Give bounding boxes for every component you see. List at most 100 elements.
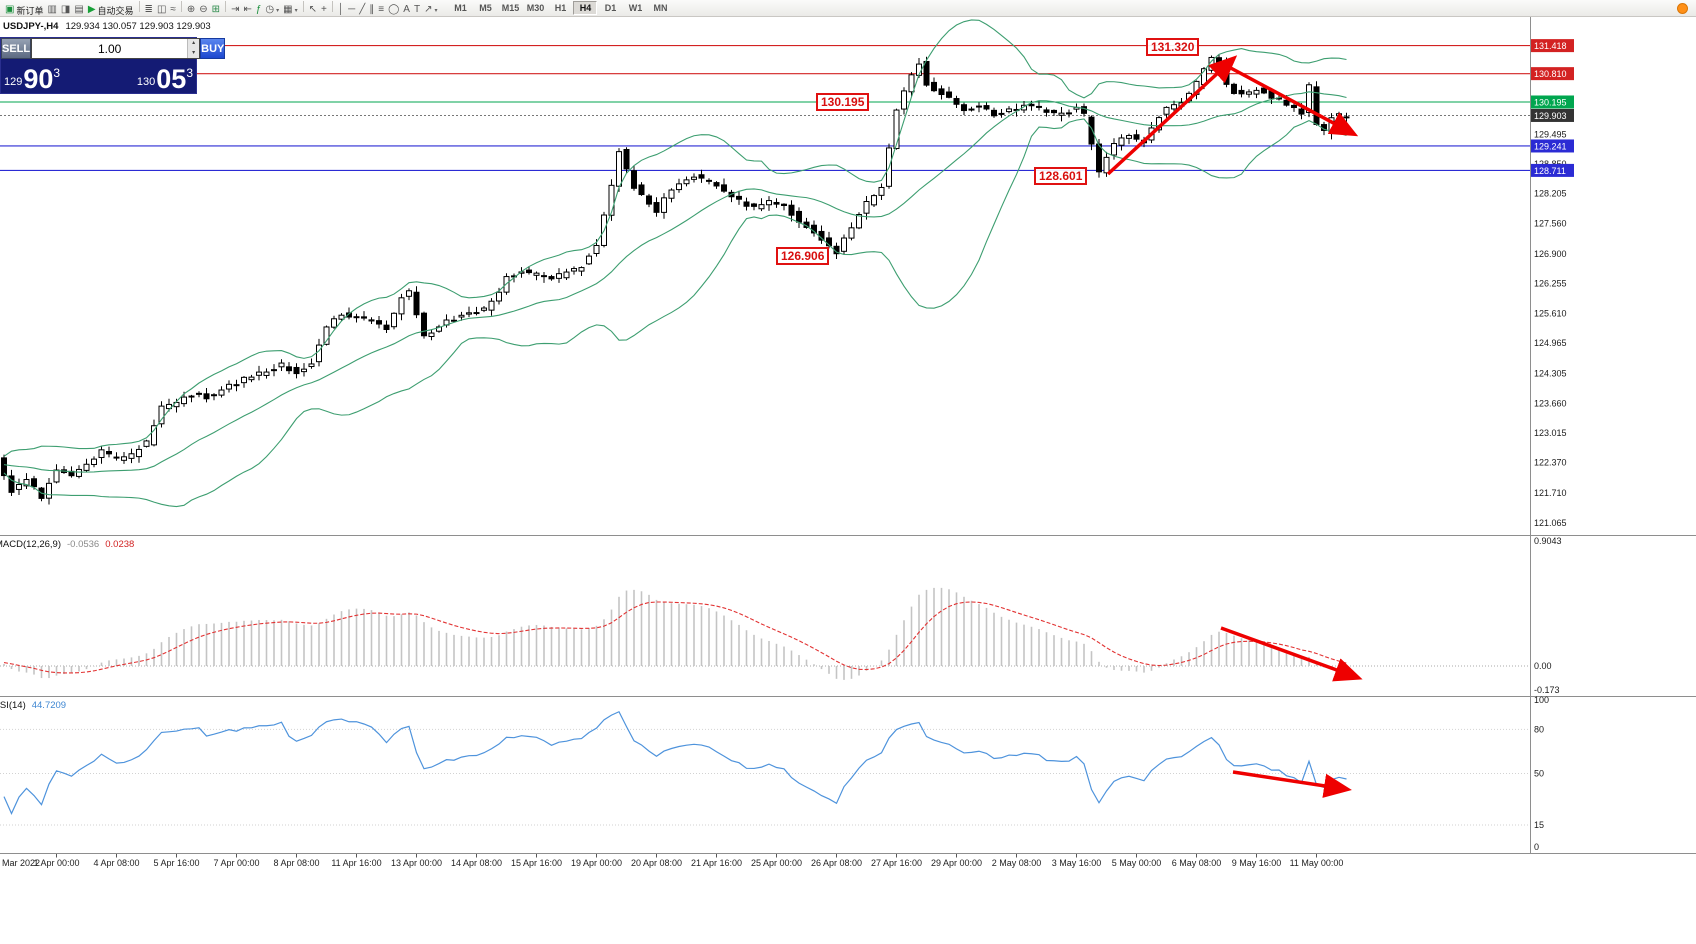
market-watch-button[interactable]: ▥ bbox=[45, 3, 58, 17]
periods-button[interactable]: ◷ ▾ bbox=[263, 3, 281, 17]
toolbar-right bbox=[1677, 2, 1693, 14]
lot-increase-button[interactable]: ▴ bbox=[188, 39, 200, 49]
shapes-icon: ◯ bbox=[388, 4, 400, 15]
svg-text:20 Apr 08:00: 20 Apr 08:00 bbox=[631, 858, 682, 868]
templates-icon: ▦ bbox=[283, 4, 293, 15]
svg-text:130.195: 130.195 bbox=[1534, 97, 1567, 107]
macd-signal-line bbox=[3, 601, 1347, 674]
crosshair-icon: + bbox=[321, 4, 327, 15]
auto-trading-icon: ▶ bbox=[87, 4, 96, 15]
svg-text:0: 0 bbox=[1534, 842, 1539, 852]
chevron-down-icon: ▾ bbox=[276, 7, 280, 14]
navigator-button[interactable]: ▤ bbox=[72, 3, 85, 17]
timeframe-mn-button[interactable]: MN bbox=[648, 1, 672, 15]
timeframe-m30-button[interactable]: M30 bbox=[523, 1, 547, 15]
new-order-button[interactable]: ▣ 新订单 bbox=[3, 3, 45, 17]
text-button[interactable]: A bbox=[401, 3, 412, 17]
toolbar-separator bbox=[302, 1, 304, 12]
macd-panel[interactable] bbox=[0, 587, 1530, 680]
rsi-panel[interactable] bbox=[0, 710, 1530, 826]
bollinger-lower bbox=[3, 118, 1347, 508]
timeframe-h4-button[interactable]: H4 bbox=[573, 1, 598, 15]
timeframe-m15-button[interactable]: M15 bbox=[498, 1, 522, 15]
macd-signal-value: 0.0238 bbox=[105, 539, 135, 550]
auto-scroll-button[interactable]: ⇥ bbox=[229, 3, 241, 17]
market-watch-icon: ▥ bbox=[47, 4, 57, 15]
price-callout[interactable]: 131.320 bbox=[1146, 38, 1200, 56]
bollinger-middle bbox=[3, 91, 1347, 473]
candlestick-chart-button[interactable]: ◫ bbox=[155, 3, 168, 17]
timeframe-m1-button[interactable]: M1 bbox=[448, 1, 472, 15]
arrows-button[interactable]: ↗ ▾ bbox=[422, 3, 439, 17]
trend-up-arrow[interactable] bbox=[1106, 55, 1238, 176]
auto-trading-button[interactable]: ▶ 自动交易 bbox=[86, 3, 136, 17]
templates-button[interactable]: ▦ ▾ bbox=[281, 3, 299, 17]
bollinger-upper bbox=[3, 19, 1347, 457]
zoom-in-button[interactable]: ⊕ bbox=[185, 3, 197, 17]
shapes-button[interactable]: ◯ bbox=[386, 3, 401, 17]
svg-text:8 Apr 08:00: 8 Apr 08:00 bbox=[273, 858, 319, 868]
svg-text:80: 80 bbox=[1534, 724, 1544, 734]
label-button[interactable]: T bbox=[412, 3, 422, 17]
trendline-button[interactable]: ╱ bbox=[357, 3, 367, 17]
fibonacci-button[interactable]: ≡ bbox=[376, 3, 386, 17]
horizontal-line-button[interactable]: ─ bbox=[346, 3, 357, 17]
toolbar-separator bbox=[225, 1, 227, 12]
bar-chart-button[interactable]: ≣ bbox=[143, 3, 155, 17]
mql-community-icon[interactable] bbox=[1677, 2, 1688, 14]
toolbar-buttons: ▣ 新订单 ▥ ◨ ▤ ▶ 自动交易 ≣ ◫ ≈ ⊕ ⊖ ⊞ ⇥ ⇤ ƒ ◷ ▾ ▦ ▾ ↖ + │ ─ ╱ ∥ ≡ ◯ A T ↗ ▾ bbox=[3, 0, 439, 17]
timeframe-h1-button[interactable]: H1 bbox=[548, 1, 572, 15]
indicators-button[interactable]: ƒ bbox=[254, 3, 264, 17]
auto-trading-button-label: 自动交易 bbox=[97, 5, 134, 16]
crosshair-button[interactable]: + bbox=[319, 3, 329, 17]
main-chart-area[interactable] bbox=[0, 19, 1530, 508]
chart-shift-button[interactable]: ⇤ bbox=[241, 3, 253, 17]
svg-text:15: 15 bbox=[1534, 820, 1544, 830]
zoom-in-icon: ⊕ bbox=[186, 4, 196, 15]
macd-down-arrow[interactable] bbox=[1220, 626, 1363, 682]
toolbar: ▣ 新订单 ▥ ◨ ▤ ▶ 自动交易 ≣ ◫ ≈ ⊕ ⊖ ⊞ ⇥ ⇤ ƒ ◷ ▾ ▦ ▾ ↖ + │ ─ ╱ ∥ ≡ ◯ A T ↗ ▾ M1… bbox=[0, 0, 1696, 17]
sell-button[interactable]: SELL bbox=[1, 38, 32, 59]
svg-text:121.710: 121.710 bbox=[1534, 488, 1567, 498]
trendline-icon: ╱ bbox=[359, 4, 366, 15]
cursor-button[interactable]: ↖ bbox=[307, 3, 319, 17]
svg-text:2 May 08:00: 2 May 08:00 bbox=[992, 858, 1042, 868]
timeframe-m5-button[interactable]: M5 bbox=[473, 1, 497, 15]
svg-text:124.305: 124.305 bbox=[1534, 369, 1567, 379]
trend-down-arrow[interactable] bbox=[1226, 64, 1359, 137]
tile-windows-button[interactable]: ⊞ bbox=[210, 3, 222, 17]
chart-shift-icon: ⇤ bbox=[243, 4, 252, 15]
svg-text:124.965: 124.965 bbox=[1534, 338, 1567, 348]
price-axis[interactable]: 131.418 130.810 130.195 129.903 129.495 129.2… bbox=[1531, 39, 1574, 852]
channel-icon: ∥ bbox=[369, 4, 375, 15]
svg-text:29 Apr 00:00: 29 Apr 00:00 bbox=[931, 858, 982, 868]
svg-text:26 Apr 08:00: 26 Apr 08:00 bbox=[811, 858, 862, 868]
svg-text:3 May 16:00: 3 May 16:00 bbox=[1052, 858, 1102, 868]
fibonacci-icon: ≡ bbox=[378, 4, 385, 15]
price-callout[interactable]: 128.601 bbox=[1034, 167, 1088, 185]
buy-button[interactable]: BUY bbox=[200, 38, 226, 59]
price-callout[interactable]: 130.195 bbox=[816, 93, 870, 111]
sell-price: 129 90 3 bbox=[4, 64, 61, 94]
svg-text:128.711: 128.711 bbox=[1534, 166, 1566, 176]
svg-text:7 Apr 00:00: 7 Apr 00:00 bbox=[213, 858, 259, 868]
svg-text:6 May 08:00: 6 May 08:00 bbox=[1172, 858, 1222, 868]
timeframe-d1-button[interactable]: D1 bbox=[598, 1, 622, 15]
bar-chart-icon: ≣ bbox=[144, 4, 153, 15]
rsi-down-arrow[interactable] bbox=[1232, 770, 1352, 798]
ohlc-values: 129.934 130.057 129.903 129.903 bbox=[65, 21, 211, 32]
svg-text:9 May 16:00: 9 May 16:00 bbox=[1232, 858, 1282, 868]
timeframe-w1-button[interactable]: W1 bbox=[623, 1, 647, 15]
price-callout[interactable]: 126.906 bbox=[776, 247, 830, 265]
channel-button[interactable]: ∥ bbox=[367, 3, 376, 17]
line-chart-button[interactable]: ≈ bbox=[168, 3, 178, 17]
lot-decrease-button[interactable]: ▾ bbox=[188, 48, 200, 58]
data-window-button[interactable]: ◨ bbox=[59, 3, 72, 17]
lot-size-field[interactable]: ▴ ▾ bbox=[31, 38, 201, 59]
lot-size-input[interactable] bbox=[32, 39, 188, 58]
zoom-out-button[interactable]: ⊖ bbox=[197, 3, 209, 17]
vertical-line-button[interactable]: │ bbox=[336, 3, 346, 17]
